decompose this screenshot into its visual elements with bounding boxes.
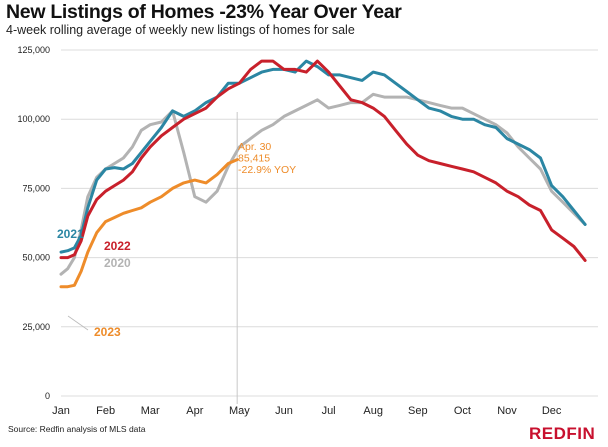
x-tick-label: Jan bbox=[52, 405, 70, 417]
x-tick-label: Jul bbox=[322, 405, 336, 417]
y-tick-label: 75,000 bbox=[22, 183, 50, 193]
x-tick-label: Nov bbox=[497, 405, 517, 417]
series-line-2021 bbox=[59, 59, 587, 254]
y-axis-ticks: 0 25,000 50,000 75,000 100,000 125,000 bbox=[17, 45, 50, 401]
series-label-leader-2023 bbox=[67, 315, 89, 331]
series-lines bbox=[59, 59, 587, 289]
source-note: Source: Redfin analysis of MLS data bbox=[8, 424, 146, 434]
redfin-logo: REDFIN bbox=[529, 424, 596, 443]
series-label-2022: 2022 bbox=[104, 239, 131, 253]
x-tick-label: Feb bbox=[96, 405, 115, 417]
x-tick-label: Aug bbox=[363, 405, 383, 417]
annotation-line-2: 85,415 bbox=[238, 153, 270, 165]
gridlines bbox=[61, 49, 598, 397]
x-tick-label: Jun bbox=[275, 405, 293, 417]
x-tick-label: Dec bbox=[542, 405, 562, 417]
y-tick-label: 0 bbox=[45, 391, 50, 401]
series-label-2020: 2020 bbox=[104, 256, 131, 270]
series-label-2023: 2023 bbox=[94, 325, 121, 339]
series-label-2021: 2021 bbox=[57, 227, 84, 241]
y-tick-label: 100,000 bbox=[17, 114, 50, 124]
annotation-line-3: -22.9% YOY bbox=[238, 164, 296, 176]
chart-title: New Listings of Homes -23% Year Over Yea… bbox=[6, 1, 402, 23]
x-tick-label: Oct bbox=[454, 405, 471, 417]
x-tick-label: Mar bbox=[141, 405, 160, 417]
chart-subtitle: 4-week rolling average of weekly new lis… bbox=[6, 23, 355, 37]
series-labels: 2021 2022 2020 2023 bbox=[57, 227, 131, 339]
x-tick-label: Apr bbox=[186, 405, 203, 417]
y-tick-label: 50,000 bbox=[22, 253, 50, 263]
y-tick-label: 125,000 bbox=[17, 45, 50, 55]
series-line-2022 bbox=[59, 59, 587, 262]
x-tick-label: May bbox=[229, 405, 250, 417]
series-line-2020 bbox=[59, 92, 587, 276]
x-tick-label: Sep bbox=[408, 405, 428, 417]
annotation-line-1: Apr. 30 bbox=[238, 141, 271, 153]
y-tick-label: 25,000 bbox=[22, 322, 50, 332]
x-axis-ticks: Jan Feb Mar Apr May Jun Jul Aug Sep Oct Nov Dec bbox=[52, 405, 562, 417]
series-line-2023 bbox=[59, 158, 239, 289]
